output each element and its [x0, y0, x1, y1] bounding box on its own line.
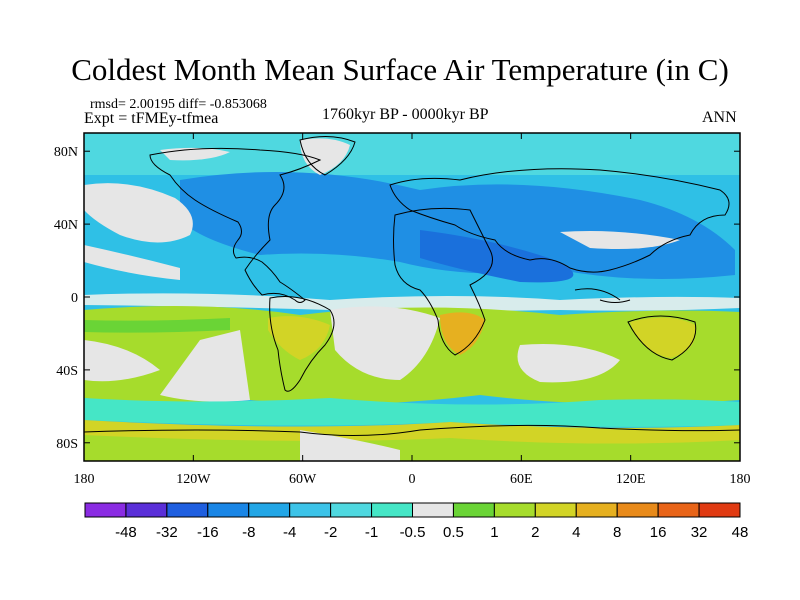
- colorbar-box: [575, 502, 618, 518]
- x-tick-label: 60W: [289, 472, 317, 487]
- south-pacific-patch-a: [160, 330, 250, 402]
- southern-africa-warm: [440, 312, 485, 355]
- y-tick-label: 40N: [54, 218, 78, 233]
- colorbar: -48 -32 -16 -8 -4 -2 -1 -0.5 0.5 1 2 4 8 16 32 48: [84, 502, 749, 541]
- colorbar-label: -1: [365, 524, 378, 541]
- australia-coast: [627, 315, 697, 361]
- west-pacific-patch: [560, 231, 680, 249]
- colorbar-label: -32: [156, 524, 178, 541]
- north-pacific-patch: [84, 183, 193, 243]
- experiment-label: Expt = tFMEy-tfmea: [84, 110, 219, 127]
- colorbar-label: 32: [691, 524, 708, 541]
- south-atlantic-patch: [330, 306, 440, 380]
- season-label: ANN: [702, 109, 737, 126]
- colorbar-label: -2: [324, 524, 337, 541]
- plot-title: Coldest Month Mean Surface Air Temperatu…: [71, 52, 729, 87]
- colorbar-label: 4: [572, 524, 580, 541]
- colorbar-box: [616, 502, 659, 518]
- subtropic-green-band: [84, 318, 230, 333]
- x-tick-label: 120E: [616, 472, 646, 487]
- period-label: 1760kyr BP - 0000kyr BP: [322, 106, 489, 123]
- colorbar-box: [452, 502, 495, 518]
- south-america-warm: [268, 316, 330, 360]
- y-axis: 80N 40N 0 40S 80S: [54, 145, 740, 452]
- anomaly-field: [84, 133, 740, 461]
- x-tick-label: 120W: [176, 472, 211, 487]
- colorbar-box: [207, 502, 250, 518]
- colorbar-box: [534, 502, 577, 518]
- colorbar-label: -16: [197, 524, 219, 541]
- colorbar-box: [248, 502, 291, 518]
- colorbar-box: [84, 502, 127, 518]
- asia-cold-region: [420, 230, 574, 283]
- y-tick-label: 0: [71, 291, 78, 306]
- x-tick-label: 180: [74, 472, 95, 487]
- colorbar-label: -48: [115, 524, 137, 541]
- x-tick-label: 60E: [510, 472, 533, 487]
- colorbar-label: 2: [531, 524, 539, 541]
- north-america-coast: [149, 147, 322, 303]
- y-tick-label: 80S: [56, 437, 78, 452]
- colorbar-box: [371, 502, 413, 518]
- weddell-patch: [300, 430, 400, 461]
- indian-ocean-patch: [517, 344, 620, 383]
- colorbar-box: [166, 502, 209, 518]
- colorbar-box: [330, 502, 373, 518]
- colorbar-box: [412, 502, 454, 518]
- x-tick-label: 0: [409, 472, 416, 487]
- stats-text: rmsd= 2.00195 diff= -0.853068: [90, 97, 267, 112]
- maritime-continent-coast: [574, 288, 631, 303]
- nh-cold-region: [180, 172, 735, 279]
- colorbar-label: 48: [732, 524, 749, 541]
- x-axis: 180 120W 60W 0 60E 120E 180: [74, 133, 751, 487]
- equatorial-band: [84, 293, 740, 311]
- coastlines: [84, 136, 740, 437]
- colorbar-label: 8: [613, 524, 621, 541]
- y-tick-label: 40S: [56, 364, 78, 379]
- africa-coast: [393, 207, 493, 356]
- colorbar-label: 16: [650, 524, 667, 541]
- australia-warm: [630, 317, 696, 358]
- antarctica-coast: [84, 424, 740, 437]
- antarctic-inner: [84, 435, 740, 461]
- colorbar-box: [657, 502, 700, 518]
- colorbar-box: [698, 502, 741, 518]
- x-tick-label: 180: [730, 472, 751, 487]
- pacific-band: [84, 245, 180, 280]
- colorbar-label: 1: [490, 524, 498, 541]
- colorbar-box: [493, 502, 536, 518]
- colorbar-box: [289, 502, 332, 518]
- y-tick-label: 80N: [54, 145, 78, 160]
- colorbar-label: -0.5: [400, 524, 426, 541]
- colorbar-label: -4: [283, 524, 296, 541]
- southern-ocean-band: [84, 398, 740, 427]
- south-pacific-patch-b: [84, 340, 160, 382]
- colorbar-box: [125, 502, 168, 518]
- greenland-coast: [299, 136, 356, 176]
- eurasia-coast: [389, 168, 730, 273]
- colorbar-label: 0.5: [443, 524, 464, 541]
- south-america-coast: [269, 296, 335, 392]
- colorbar-label: -8: [242, 524, 255, 541]
